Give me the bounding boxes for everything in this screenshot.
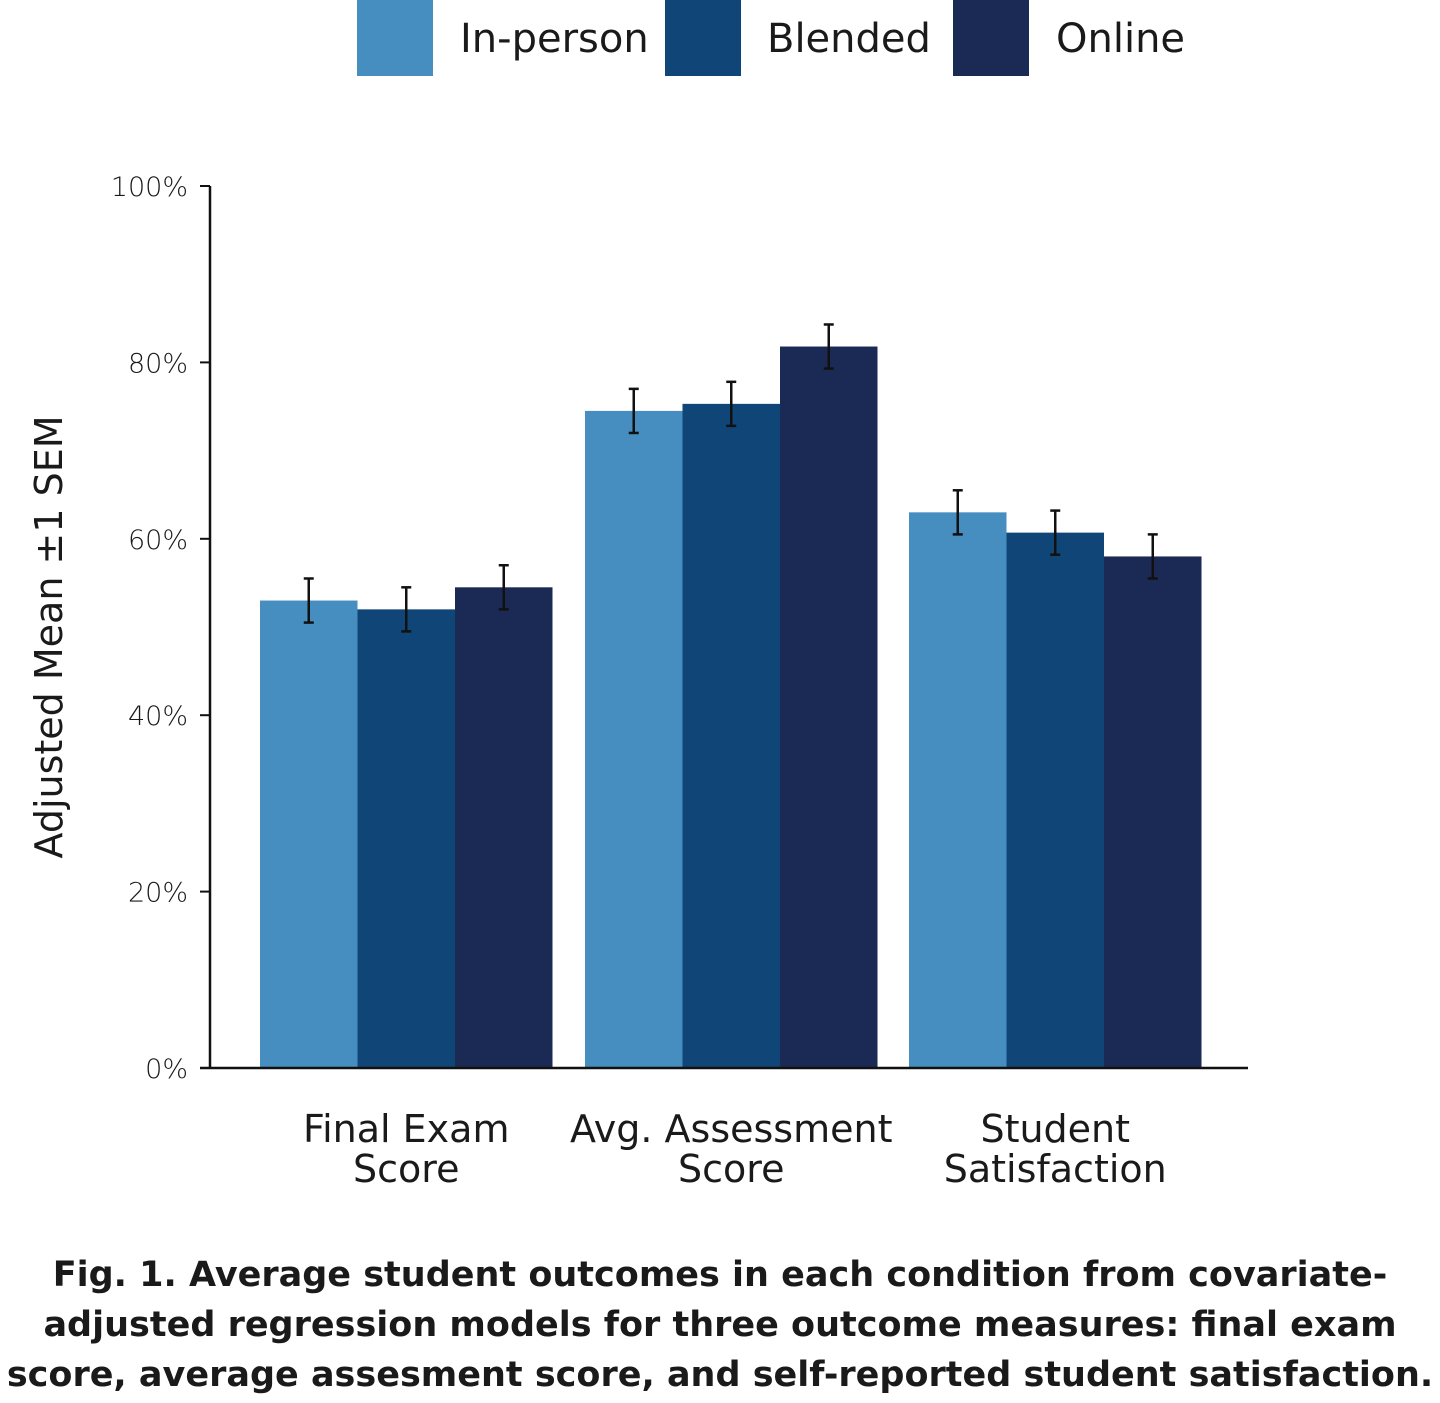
y-tick-label: 0% xyxy=(145,1054,188,1085)
bar-online-0 xyxy=(455,587,553,1068)
y-tick-label: 40% xyxy=(128,701,188,732)
figure-caption: Fig. 1. Average student outcomes in each… xyxy=(0,1250,1440,1400)
caption-line: score, average assesment score, and self… xyxy=(6,1355,1434,1395)
y-tick-label: 60% xyxy=(128,525,188,556)
bar-chart: In-person Blended Online 0% 20% 40% 60% 80% 100… xyxy=(27,0,1248,1191)
bar-in-person-0 xyxy=(260,600,358,1068)
x-category-label: Final Exam xyxy=(303,1107,509,1151)
bar-blended-0 xyxy=(357,609,455,1068)
legend-swatch-online xyxy=(953,0,1029,76)
legend-swatch-blended xyxy=(665,0,741,76)
caption-line: adjusted regression models for three out… xyxy=(43,1305,1397,1345)
y-tick-label: 80% xyxy=(128,348,188,379)
error-bars-group xyxy=(303,323,1158,633)
bar-in-person-1 xyxy=(585,410,683,1068)
legend-swatch-in-person xyxy=(357,0,433,76)
y-tick-label: 20% xyxy=(128,878,188,909)
x-category-label: Avg. Assessment xyxy=(570,1107,892,1151)
y-axis-title: Adjusted Mean ±1 SEM xyxy=(27,416,71,859)
bar-blended-1 xyxy=(682,403,780,1068)
legend-label-blended: Blended xyxy=(767,16,931,62)
y-axis: 0% 20% 40% 60% 80% 100% Adjusted Mean ±1 SEM xyxy=(27,172,212,1085)
legend-label-in-person: In-person xyxy=(460,16,649,62)
x-category-label: Score xyxy=(353,1147,459,1191)
bar-online-1 xyxy=(780,346,878,1068)
legend-label-online: Online xyxy=(1056,16,1185,62)
y-tick-label: 100% xyxy=(111,172,188,203)
x-category-label: Student xyxy=(980,1107,1130,1151)
bar-online-2 xyxy=(1104,556,1202,1068)
caption-line: Fig. 1. Average student outcomes in each… xyxy=(52,1255,1388,1295)
bars-group xyxy=(260,346,1202,1068)
x-category-label: Score xyxy=(678,1147,784,1191)
x-category-label: Satisfaction xyxy=(944,1147,1167,1191)
bar-blended-2 xyxy=(1006,532,1104,1068)
legend: In-person Blended Online xyxy=(357,0,1185,76)
bar-in-person-2 xyxy=(909,512,1007,1068)
